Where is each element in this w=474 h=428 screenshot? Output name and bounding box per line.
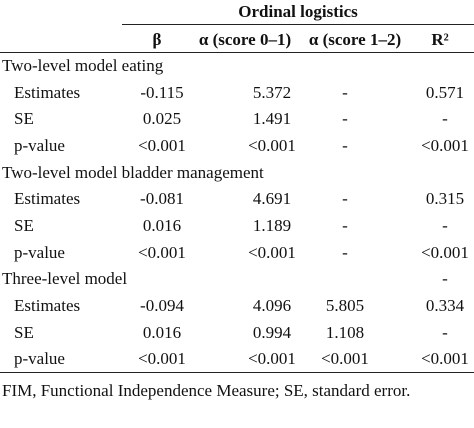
cell: 0.994 — [252, 322, 292, 342]
cell: 4.096 — [252, 296, 292, 315]
row-label: p-value — [14, 242, 65, 262]
cell: <0.001 — [248, 349, 296, 369]
cell: - — [342, 82, 348, 102]
cell: <0.001 — [138, 242, 186, 262]
section-title: Two-level model eating — [2, 56, 164, 75]
group-rule — [122, 24, 474, 26]
cell: - — [342, 136, 348, 155]
cell: - — [342, 216, 348, 235]
row-label: SE — [14, 109, 34, 129]
cell: <0.001 — [421, 242, 469, 262]
column-header: α (score 1–2) — [308, 30, 402, 49]
cell: 5.805 — [325, 296, 365, 315]
cell: - — [442, 109, 448, 129]
cell: 0.315 — [425, 189, 465, 209]
cell: 4.691 — [252, 189, 292, 209]
row-label: p-value — [14, 349, 65, 369]
header-rule — [0, 52, 474, 54]
cell: 0.016 — [142, 322, 182, 342]
cell: <0.001 — [248, 136, 296, 155]
cell: <0.001 — [421, 136, 469, 155]
cell: - — [342, 109, 348, 129]
cell: 0.571 — [425, 82, 465, 102]
group-header: Ordinal logistics — [238, 2, 358, 21]
cell: 5.372 — [252, 82, 292, 102]
row-label: Estimates — [14, 296, 81, 315]
row-label: p-value — [14, 136, 65, 155]
cell: - — [342, 242, 348, 262]
cell: 1.189 — [252, 216, 292, 235]
cell: - — [442, 322, 448, 342]
section-title: Two-level model bladder management — [2, 162, 264, 182]
row-label: Estimates — [14, 189, 81, 209]
column-header: α (score 0–1) — [198, 30, 292, 49]
cell: 0.016 — [142, 216, 182, 235]
cell: <0.001 — [421, 349, 469, 369]
column-header: R² — [431, 30, 449, 49]
cell: -0.094 — [140, 296, 184, 315]
cell: <0.001 — [248, 242, 296, 262]
footnote: FIM, Functional Independence Measure; SE… — [2, 381, 411, 400]
cell: 0.334 — [425, 296, 465, 315]
row-label: SE — [14, 216, 34, 235]
cell: -0.115 — [140, 82, 184, 102]
cell: -0.081 — [140, 189, 184, 209]
cell: <0.001 — [138, 349, 186, 369]
cell: 0.025 — [142, 109, 182, 129]
cell: 1.108 — [325, 322, 365, 342]
cell: - — [342, 189, 348, 209]
cell: <0.001 — [138, 136, 186, 155]
cell: - — [442, 269, 448, 289]
bottom-rule — [0, 372, 474, 374]
cell: - — [442, 216, 448, 235]
row-label: SE — [14, 322, 34, 342]
row-label: Estimates — [14, 82, 81, 102]
cell: 1.491 — [252, 109, 292, 129]
cell: <0.001 — [321, 349, 369, 369]
section-title: Three-level model — [2, 269, 128, 289]
column-header: β — [152, 30, 162, 49]
